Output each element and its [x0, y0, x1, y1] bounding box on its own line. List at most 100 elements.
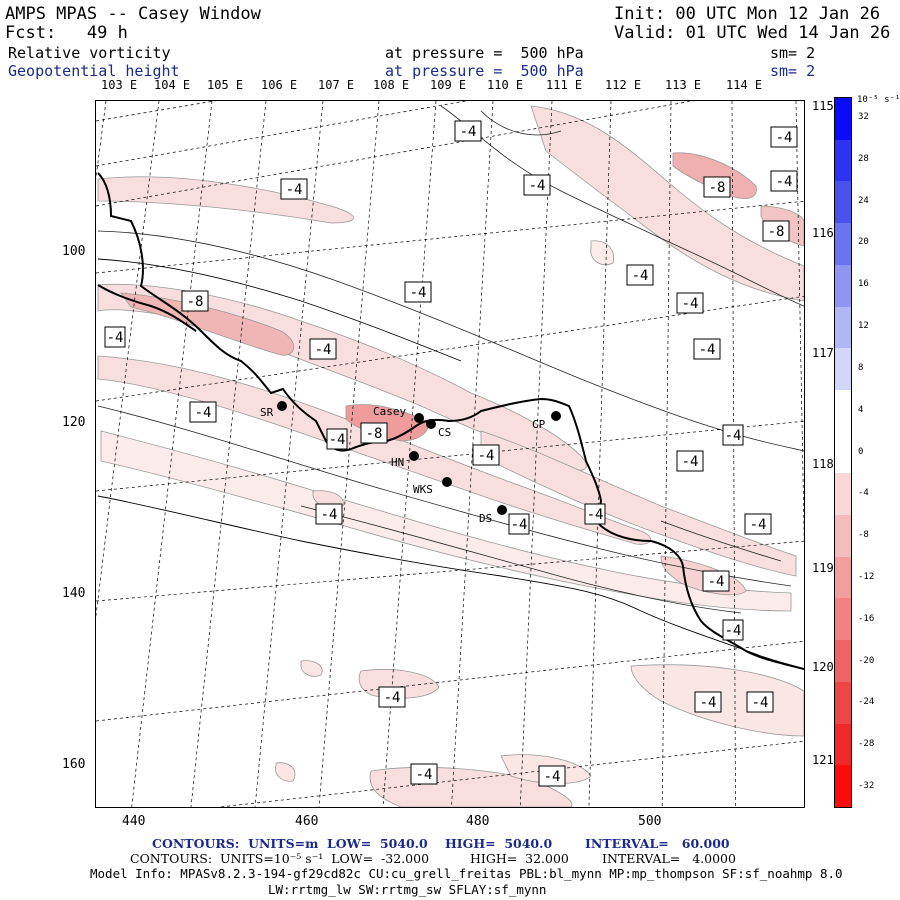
y-tick-label: 120	[62, 415, 86, 430]
svg-text:-4: -4	[776, 174, 793, 190]
colorbar-cell	[835, 515, 851, 557]
lon-label-top: 103 E	[101, 78, 138, 92]
svg-text:-4: -4	[725, 623, 742, 639]
svg-text:-4: -4	[410, 285, 427, 301]
contour-label: -4	[189, 401, 217, 423]
colorbar-cell	[835, 264, 851, 307]
station-hn: HN	[391, 451, 419, 469]
svg-text:-4: -4	[750, 517, 767, 533]
contour-label: -4	[676, 292, 704, 314]
svg-text:CS: CS	[438, 426, 451, 439]
x-tick-label: 500	[638, 814, 662, 829]
lon-label-top: 114 E	[726, 78, 763, 92]
colorbar-cell	[835, 431, 851, 474]
contour-label: -4	[523, 174, 551, 196]
valid-time: Valid: 01 UTC Wed 14 Jan 26	[614, 23, 891, 43]
svg-text:-4: -4	[195, 405, 212, 421]
footer-height-contours: CONTOURS: UNITS=m LOW= 5040.0	[152, 836, 428, 851]
colorbar-label: -32	[858, 781, 875, 792]
coastline	[97, 172, 804, 670]
colorbar-label: 24	[858, 195, 869, 206]
contour-label: -8	[181, 290, 209, 312]
contour-label: -4	[538, 765, 566, 787]
colorbar-label: -4	[858, 488, 869, 499]
svg-text:-4: -4	[587, 507, 604, 523]
y-tick-label: 160	[62, 757, 86, 772]
field1-level: at pressure = 500 hPa	[385, 44, 584, 62]
field2-name: Geopotential height	[8, 62, 180, 80]
lon-label-top: 112 E	[605, 78, 642, 92]
field2-smoothing: sm= 2	[770, 62, 816, 80]
svg-text:-4: -4	[529, 178, 546, 194]
lon-label-top: 110 E	[487, 78, 524, 92]
lon-label-top: 108 E	[373, 78, 410, 92]
vorticity-shading	[97, 105, 804, 807]
colorbar-cell	[835, 223, 851, 265]
colorbar-label: 32	[858, 111, 869, 122]
lon-label-top: 106 E	[261, 78, 298, 92]
svg-text:HN: HN	[391, 456, 404, 469]
colorbar-label: 12	[858, 321, 869, 332]
colorbar-label: -12	[858, 571, 875, 582]
contour-label: -4	[694, 691, 722, 713]
svg-text:-4: -4	[776, 130, 793, 146]
contour-label: -4	[744, 513, 772, 535]
colorbar	[834, 97, 852, 808]
lon-label-top: 111 E	[546, 78, 583, 92]
contour-label: -4	[378, 686, 406, 708]
colorbar-cells	[835, 98, 851, 807]
vort-band	[274, 762, 296, 782]
colorbar-label: -8	[858, 530, 869, 541]
contour-label: -4	[770, 170, 798, 192]
svg-text:CP: CP	[532, 418, 546, 431]
footer-model-info: Model Info: MPASv8.2.3-194-gf29cd82c CU:…	[90, 866, 843, 881]
contour-label: -4	[404, 281, 432, 303]
contour-label: -4	[315, 503, 343, 525]
lon-label-top: 105 E	[207, 78, 244, 92]
contour-label: -4	[722, 424, 744, 446]
init-time: Init: 00 UTC Mon 12 Jan 26	[614, 4, 881, 24]
svg-text:-4: -4	[708, 574, 725, 590]
field2-level: at pressure = 500 hPa	[385, 62, 584, 80]
colorbar-label: 28	[858, 153, 869, 164]
colorbar-label: 4	[858, 404, 864, 415]
footer-vort-high: HIGH= 32.000	[470, 851, 569, 866]
colorbar-label: -28	[858, 739, 875, 750]
lon-label-top: 113 E	[665, 78, 702, 92]
contour-label: -4	[626, 264, 654, 286]
contour-label: -8	[703, 176, 731, 198]
vort-band	[590, 240, 614, 266]
colorbar-cell	[835, 139, 851, 182]
svg-text:-4: -4	[752, 695, 769, 711]
svg-text:-4: -4	[700, 695, 717, 711]
svg-text:-4: -4	[544, 769, 561, 785]
contour-label: -4	[584, 503, 606, 525]
colorbar-label: 20	[858, 237, 869, 248]
svg-text:-4: -4	[682, 454, 699, 470]
contour-label: -8	[762, 220, 790, 242]
contour-labels: -4 -4 -4 -8 -4 -4 -8 -8 -4 -4 -4 -4 -4 -…	[104, 120, 798, 787]
contour-label: -8	[360, 422, 388, 444]
station-cp: CP	[532, 411, 561, 431]
x-tick-label: 480	[466, 814, 490, 829]
field1-name: Relative vorticity	[8, 44, 171, 62]
vort-core	[672, 152, 757, 199]
contour-label: -4	[722, 619, 744, 641]
colorbar-cell	[835, 556, 851, 599]
colorbar-label: -20	[858, 655, 875, 666]
stations: SR Casey CS CP HN WKS DS	[260, 401, 561, 525]
colorbar-cell	[835, 723, 851, 766]
svg-text:-8: -8	[709, 180, 726, 196]
svg-text:-4: -4	[315, 342, 332, 358]
svg-text:-4: -4	[478, 448, 495, 464]
svg-text:SR: SR	[260, 406, 274, 419]
colorbar-cell	[835, 681, 851, 724]
colorbar-cell	[835, 598, 851, 641]
svg-text:-4: -4	[460, 124, 477, 140]
colorbar-cell	[835, 306, 851, 349]
forecast-hour: Fcst: 49 h	[5, 23, 128, 43]
svg-text:-4: -4	[384, 690, 401, 706]
contour-label: -4	[472, 444, 500, 466]
graticule	[96, 101, 804, 807]
colorbar-cell	[835, 98, 851, 140]
